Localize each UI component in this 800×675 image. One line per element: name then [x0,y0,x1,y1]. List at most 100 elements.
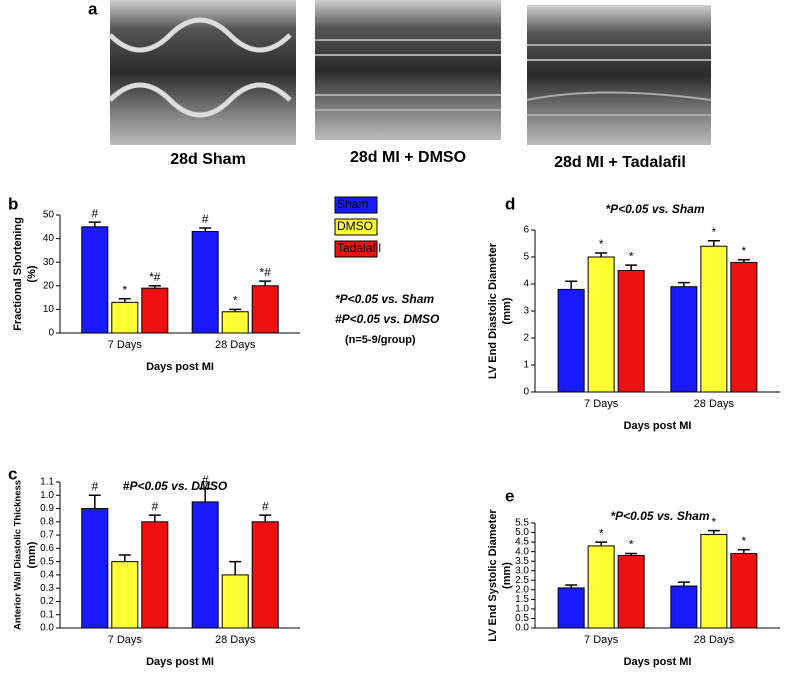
bar [141,287,169,334]
y-tick-label: 1 [523,360,529,371]
significance-marker: # [262,499,269,513]
y-tick-label: 50 [43,210,55,221]
y-tick-label: 0.3 [40,583,54,594]
y-tick-label: 0 [48,328,54,339]
y-axis-label: Fractional Shortening [12,217,24,331]
x-tick-label: 7 Days [584,398,619,410]
bar [670,286,698,393]
y-tick-label: 0.1 [40,609,54,620]
legend-swatch [334,218,378,236]
significance-marker: * [122,283,127,297]
bar [251,285,279,334]
significance-marker: * [742,534,747,548]
error-bar [88,221,101,227]
y-tick-label: 20 [43,280,55,291]
error-bar [737,258,750,263]
y-tick-label: 2.0 [515,584,529,595]
y-tick-label: 0.9 [40,503,54,514]
y-tick-label: 0.2 [40,596,54,607]
x-tick-label: 28 Days [215,339,256,351]
error-bar [625,552,638,556]
y-axis-label: (mm) [26,541,38,568]
error-bar [625,264,638,271]
echo-trace [526,44,712,116]
error-bar [148,285,161,289]
panel-label: e [505,486,514,505]
image-caption: 28d Sham [170,151,246,168]
y-tick-label: 40 [43,233,55,244]
error-bar [595,541,608,546]
note: *P<0.05 vs. Sham [335,292,434,306]
echo-image [315,0,501,140]
significance-marker: * [712,225,717,239]
chart-title: #P<0.05 vs. DMSO [123,479,228,493]
y-tick-label: 5 [523,252,529,263]
bar [111,301,139,334]
panel-label: d [505,194,515,213]
significance-marker: # [202,473,209,487]
y-tick-label: 2 [523,333,529,344]
error-bar [229,560,242,575]
error-bar [259,280,272,286]
y-tick-label: 5.5 [515,518,529,529]
bar [221,574,249,629]
note: (n=5-9/group) [345,334,416,346]
bar [81,508,109,629]
significance-marker: * [629,249,634,263]
y-tick-label: 0.8 [40,516,54,527]
y-tick-label: 6 [523,225,529,236]
significance-marker: * [629,538,634,552]
y-tick-label: 1.0 [515,604,529,615]
error-bar [118,298,131,303]
y-tick-label: 1.0 [40,490,54,501]
bar [557,288,585,393]
y-axis-label: (mm) [501,562,513,589]
error-bar [88,494,101,509]
chart-title: *P<0.05 vs. Sham [610,509,709,523]
x-tick-label: 7 Days [108,339,143,351]
panel-label: c [8,464,17,483]
error-bar [677,581,690,586]
x-tick-label: 7 Days [584,634,619,646]
x-tick-label: 7 Days [108,634,143,646]
y-tick-label: 4.5 [515,537,529,548]
echo-image [110,0,296,145]
legend-swatch [334,240,378,258]
legend-label: Tadalafil [337,241,381,255]
significance-marker: *# [260,265,272,279]
panel-label: b [8,194,18,213]
y-tick-label: 4 [523,279,529,290]
significance-marker: # [202,212,209,226]
bar [81,226,109,334]
echo-trace [315,39,501,111]
significance-marker: * [712,515,717,529]
image-caption: 28d MI + DMSO [350,149,466,166]
y-tick-label: 2.5 [515,575,529,586]
bar [730,261,758,393]
y-tick-label: 4.0 [515,546,529,557]
x-axis-label: Days post MI [624,656,692,668]
significance-marker: * [233,294,238,308]
error-bar [707,529,720,535]
significance-marker: # [91,479,98,493]
echo-trace [108,17,292,118]
significance-marker: # [151,499,158,513]
y-tick-label: 5.0 [515,527,529,538]
x-tick-label: 28 Days [694,634,735,646]
y-tick-label: 1.1 [40,477,54,488]
error-bar [118,554,131,562]
y-tick-label: 0 [523,387,529,398]
error-bar [677,281,690,287]
y-tick-label: 0.0 [515,623,529,634]
echo-image [527,5,711,145]
significance-marker: *# [149,270,161,284]
y-tick-label: 0.5 [40,556,54,567]
chart-title: *P<0.05 vs. Sham [605,202,704,216]
y-tick-label: 3 [523,306,529,317]
y-axis-label: LV End Diastolic Diameter [487,242,499,379]
error-bar [259,514,272,522]
y-tick-label: 3.5 [515,556,529,567]
y-tick-label: 0.0 [40,623,54,634]
y-tick-label: 10 [43,304,55,315]
error-bar [148,514,161,522]
